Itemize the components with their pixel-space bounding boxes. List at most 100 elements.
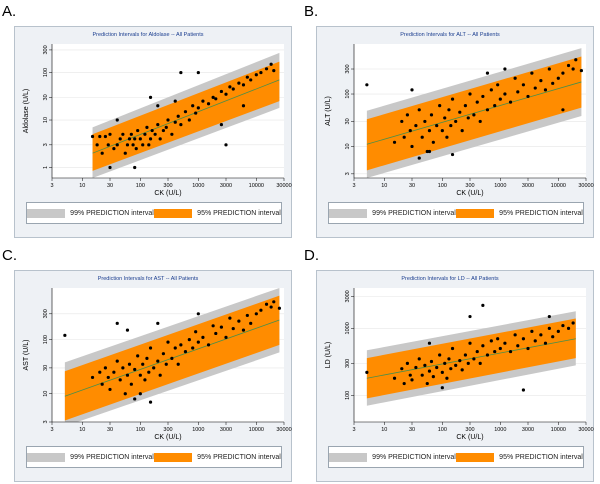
data-point bbox=[173, 346, 177, 350]
data-point bbox=[410, 144, 414, 149]
legend-95-swatch bbox=[456, 452, 495, 462]
y-tick-label: 3 bbox=[345, 172, 351, 175]
data-point bbox=[543, 88, 548, 92]
data-point bbox=[485, 71, 490, 75]
legend-95-swatch bbox=[456, 208, 495, 218]
data-point bbox=[264, 302, 269, 306]
data-point bbox=[156, 123, 160, 127]
data-point bbox=[431, 140, 435, 144]
data-point bbox=[121, 366, 125, 370]
x-tick-label: 30 bbox=[107, 183, 113, 189]
legend-99: 99% PREDICTION interval bbox=[27, 452, 154, 462]
data-point bbox=[254, 312, 258, 316]
data-point bbox=[231, 326, 235, 331]
data-point bbox=[134, 146, 138, 151]
data-point bbox=[579, 68, 584, 73]
legend-99: 99% PREDICTION interval bbox=[329, 452, 456, 462]
plot-layer bbox=[354, 296, 586, 406]
data-point bbox=[458, 358, 462, 363]
data-point bbox=[405, 113, 410, 117]
data-point bbox=[259, 308, 263, 312]
data-point bbox=[447, 108, 451, 112]
data-point bbox=[496, 337, 500, 341]
data-point bbox=[158, 137, 162, 141]
data-point bbox=[408, 129, 412, 133]
data-point bbox=[440, 129, 444, 133]
data-point bbox=[427, 129, 432, 133]
y-tick-label: 3 bbox=[43, 143, 49, 146]
legend-99-label: 99% PREDICTION interval bbox=[372, 209, 456, 217]
data-point bbox=[458, 110, 462, 114]
data-point bbox=[513, 76, 517, 80]
legend-99-label: 99% PREDICTION interval bbox=[372, 453, 456, 461]
data-point bbox=[196, 312, 200, 316]
data-point bbox=[447, 357, 451, 361]
data-point bbox=[129, 132, 133, 136]
legend-95-label: 95% PREDICTION interval bbox=[499, 209, 583, 217]
x-tick-label: 10000 bbox=[249, 183, 264, 189]
panel-c: C. Prediction Intervals for AST -- All P… bbox=[2, 247, 294, 482]
data-point bbox=[133, 165, 137, 170]
data-point bbox=[402, 381, 406, 386]
data-point bbox=[417, 156, 421, 160]
data-point bbox=[539, 333, 543, 337]
data-point bbox=[196, 106, 200, 110]
data-point bbox=[365, 370, 369, 374]
data-point bbox=[231, 87, 235, 91]
panel-label: B. bbox=[304, 3, 319, 20]
data-point bbox=[277, 306, 282, 310]
x-tick-label: 1000 bbox=[494, 427, 506, 433]
data-point bbox=[539, 79, 543, 83]
data-point bbox=[493, 349, 497, 354]
data-point bbox=[561, 108, 565, 112]
data-point bbox=[400, 367, 404, 371]
data-point bbox=[365, 83, 369, 87]
data-point bbox=[150, 128, 154, 133]
data-point bbox=[392, 376, 397, 380]
chart-legend: 99% PREDICTION interval 95% PREDICTION i… bbox=[26, 446, 282, 468]
data-point bbox=[468, 92, 472, 96]
data-point bbox=[138, 137, 142, 141]
y-tick-label: 300 bbox=[43, 45, 49, 54]
y-axis-label: AST (U/L) bbox=[23, 340, 30, 371]
data-point bbox=[574, 58, 578, 62]
data-point bbox=[431, 375, 435, 379]
data-point bbox=[450, 97, 455, 101]
data-point bbox=[440, 386, 444, 390]
ld-chart: Prediction Intervals for LD -- All Patie… bbox=[325, 276, 594, 441]
data-point bbox=[219, 89, 224, 94]
data-point bbox=[392, 140, 397, 144]
data-point bbox=[108, 165, 112, 170]
data-point bbox=[108, 132, 112, 136]
data-point bbox=[533, 86, 537, 90]
data-point bbox=[530, 329, 534, 334]
data-point bbox=[516, 344, 520, 348]
panel-label: A. bbox=[2, 3, 17, 20]
y-tick-label: 100 bbox=[43, 335, 49, 344]
x-tick-label: 100 bbox=[136, 427, 145, 433]
data-point bbox=[530, 71, 534, 75]
chart-legend: 99% PREDICTION interval 95% PREDICTION i… bbox=[328, 202, 584, 224]
legend-95-swatch bbox=[154, 452, 193, 462]
data-point bbox=[241, 104, 246, 108]
data-point bbox=[166, 340, 170, 344]
data-point bbox=[566, 63, 571, 68]
data-point bbox=[194, 330, 198, 334]
data-point bbox=[176, 114, 180, 118]
data-point bbox=[173, 99, 177, 103]
data-point bbox=[219, 325, 224, 329]
data-point bbox=[472, 113, 476, 117]
data-point bbox=[493, 104, 497, 108]
data-point bbox=[115, 143, 119, 147]
data-point bbox=[485, 353, 490, 357]
data-point bbox=[127, 137, 132, 141]
data-point bbox=[526, 346, 530, 351]
data-point bbox=[543, 341, 548, 345]
y-axis-label: Aldolase (U/L) bbox=[23, 89, 30, 133]
data-point bbox=[481, 303, 485, 307]
x-axis-label: CK (U/L) bbox=[154, 190, 181, 197]
data-point bbox=[408, 373, 412, 377]
legend-95-label: 95% PREDICTION interval bbox=[499, 453, 583, 461]
x-tick-label: 3000 bbox=[220, 427, 232, 433]
data-point bbox=[556, 76, 560, 80]
